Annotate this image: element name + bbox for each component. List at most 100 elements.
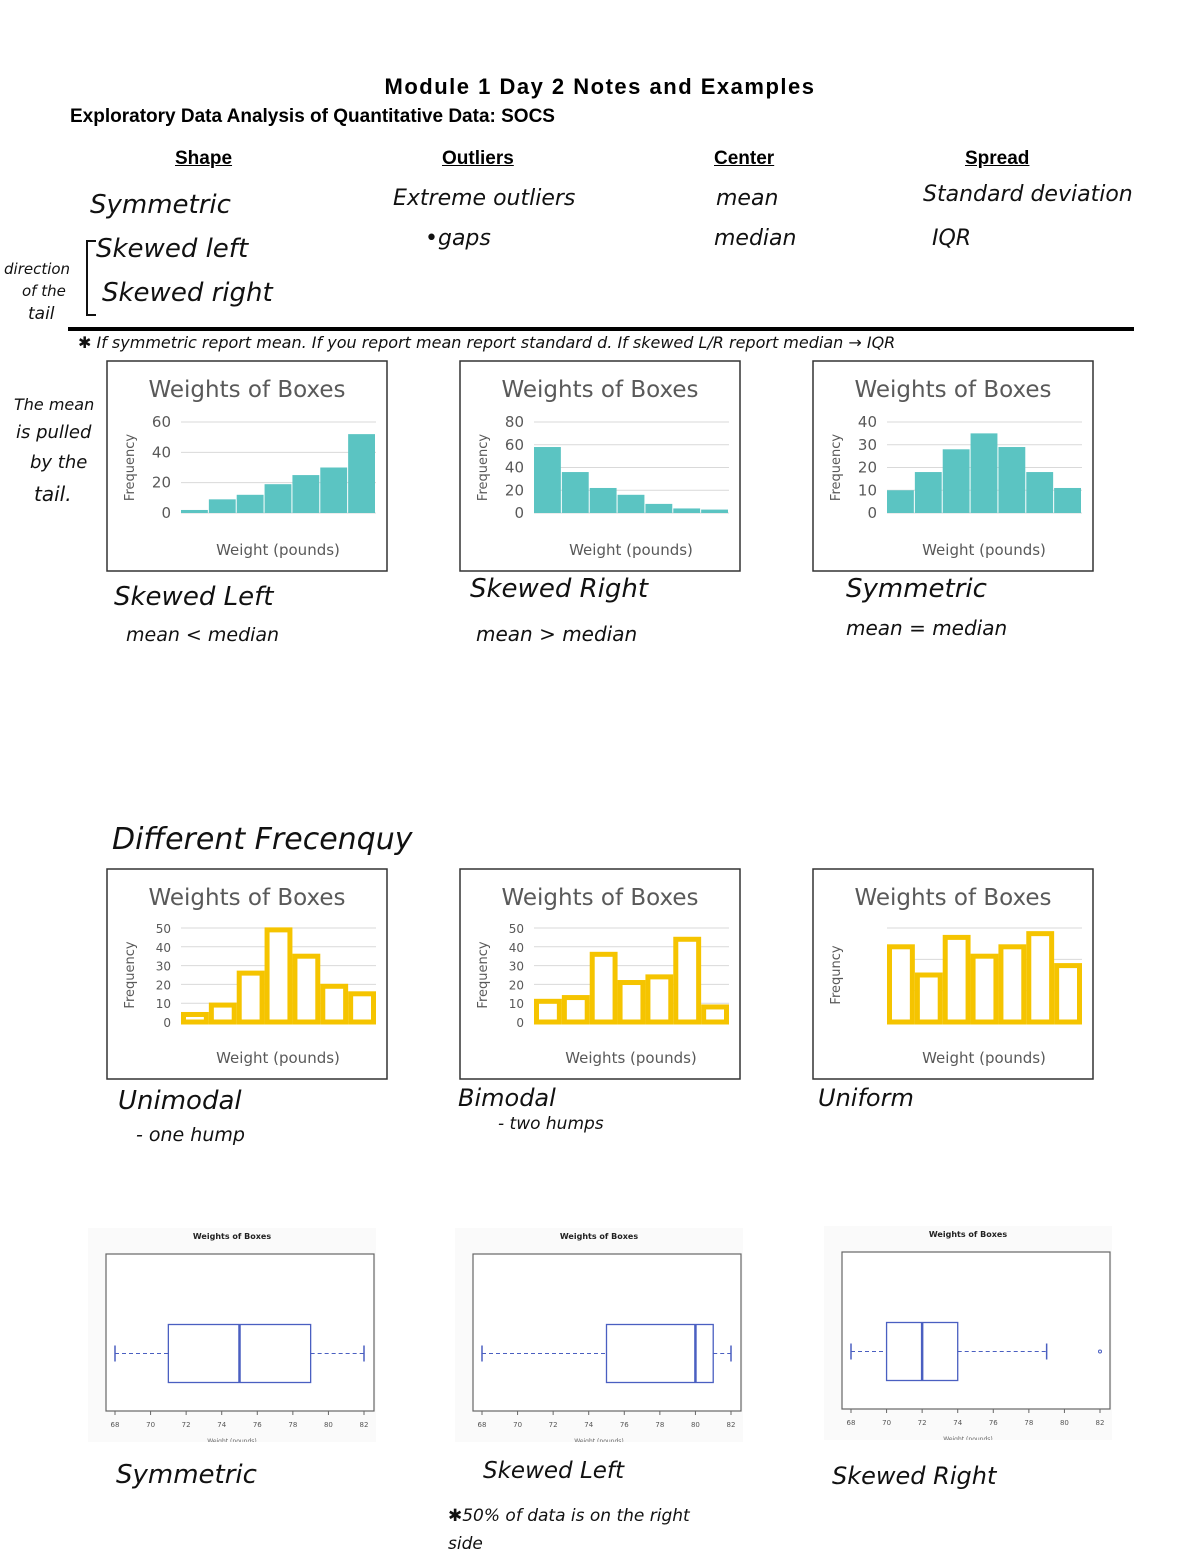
chart-title: Weights of Boxes (501, 377, 698, 403)
iqr-box (605, 1323, 714, 1384)
y-tick-label: 30 (156, 960, 171, 974)
heading-shape: Shape (175, 148, 233, 169)
x-axis-label: Weight (pounds) (216, 1049, 340, 1067)
caption-label: Unimodal (118, 1086, 242, 1116)
spread-note: Standard deviation (923, 182, 1133, 207)
x-tick-label: 80 (1060, 1419, 1069, 1427)
mean-note: by the (30, 452, 88, 473)
outlier-point (1098, 1349, 1102, 1354)
histogram-bar (887, 944, 915, 1025)
y-axis-label: Frequncy (829, 945, 844, 1004)
x-tick-label: 70 (146, 1421, 155, 1429)
histogram-bar (292, 953, 321, 1025)
histogram-chart: Weights of Boxes 0 10 20 30 40 50 Frequency Weig… (106, 868, 388, 1080)
histogram-bar (181, 1011, 209, 1025)
x-tick-label: 72 (549, 1421, 558, 1429)
x-tick-label: 70 (513, 1421, 522, 1429)
x-axis-label: Weight (pounds) (943, 1436, 993, 1440)
histogram-bar (208, 499, 236, 513)
histogram-bar (561, 472, 589, 513)
histogram-chart: Weights of Boxes 0 20 40 60 Frequency Weight (… (106, 360, 388, 572)
histogram-bar (1054, 487, 1081, 513)
y-tick-label: 0 (163, 1016, 171, 1030)
x-tick-label: 82 (727, 1421, 736, 1429)
y-tick-label: 80 (505, 413, 524, 431)
y-tick-label: 0 (867, 504, 877, 522)
y-tick-label: 30 (858, 436, 877, 454)
x-axis-label: Weight (pounds) (216, 541, 340, 559)
y-tick-label: 20 (858, 459, 877, 477)
x-axis-label: Weight (pounds) (922, 1049, 1046, 1067)
chart-title: Weights of Boxes (148, 885, 345, 911)
histogram-bar (534, 998, 562, 1025)
histogram-bar (320, 983, 349, 1025)
heading-outliers: Outliers (442, 148, 514, 169)
histogram-bar (701, 509, 728, 513)
outliers-note: Extreme outliers (393, 186, 576, 211)
x-tick-label: 80 (691, 1421, 700, 1429)
histogram-bar (914, 972, 943, 1025)
histogram-bar (617, 980, 646, 1025)
caption-note: mean > median (476, 622, 638, 646)
rule-note: ✱ If symmetric report mean. If you repor… (78, 333, 896, 352)
y-tick-label: 20 (156, 978, 171, 992)
boxplot-chart: Weights of Boxes 68 70 72 74 76 78 80 82 Weight (… (88, 1228, 376, 1442)
different-frequency-note: Different Frecenquy (112, 822, 413, 857)
x-tick-label: 72 (918, 1419, 927, 1427)
x-axis-label: Weight (pounds) (574, 1438, 624, 1442)
y-tick-label: 40 (156, 941, 171, 955)
histogram-bar (617, 494, 645, 513)
x-tick-label: 78 (1024, 1419, 1033, 1427)
mean-note: tail. (34, 482, 72, 506)
histogram-bar (970, 433, 998, 513)
histogram-bar (589, 951, 618, 1025)
histogram-bar (942, 934, 971, 1025)
histogram-bar (264, 484, 292, 513)
x-tick-label: 72 (182, 1421, 191, 1429)
y-tick-label: 50 (156, 922, 171, 936)
center-note: median (714, 226, 797, 251)
x-tick-label: 68 (111, 1421, 120, 1429)
y-tick-label: 20 (505, 481, 524, 499)
x-tick-label: 68 (847, 1419, 856, 1427)
histogram-bar (887, 490, 914, 513)
histogram-bar (970, 953, 999, 1025)
chart-frame (459, 360, 741, 572)
caption-label: Bimodal (458, 1084, 556, 1112)
chart-title: Weights of Boxes (501, 885, 698, 911)
y-tick-label: 10 (509, 997, 524, 1011)
divider (68, 327, 1134, 331)
histogram-bar (998, 447, 1026, 513)
y-tick-label: 40 (509, 941, 524, 955)
x-tick-label: 80 (324, 1421, 333, 1429)
histogram-bar (673, 508, 701, 513)
tail-note: tail (28, 304, 55, 324)
y-tick-label: 0 (161, 504, 171, 522)
histogram-bar (264, 927, 293, 1025)
mean-note: The mean (14, 395, 95, 414)
x-tick-label: 82 (1096, 1419, 1105, 1427)
y-tick-label: 60 (505, 436, 524, 454)
chart-title: Weights of Boxes (929, 1230, 1007, 1239)
histogram-chart: Weights of Boxes 0 20 40 60 80 Frequency Weight… (459, 360, 741, 572)
histogram-bar (320, 467, 348, 513)
histogram-bar (534, 447, 561, 513)
x-axis-label: Weight (pounds) (569, 541, 693, 559)
caption-label: Skewed Left (114, 582, 274, 612)
heading-center: Center (714, 148, 775, 169)
plot-frame (841, 1251, 1111, 1410)
caption-note: - one hump (136, 1124, 245, 1146)
x-tick-label: 74 (217, 1421, 226, 1429)
histogram-bar (645, 503, 673, 513)
x-tick-label: 76 (620, 1421, 629, 1429)
y-axis-label: Frequency (476, 434, 491, 501)
x-axis-label: Weight (pounds) (207, 1438, 257, 1442)
histogram-bar (673, 936, 702, 1025)
histogram-bar (236, 970, 265, 1025)
histogram-bar (1026, 931, 1055, 1025)
boxplot-chart: Weights of Boxes 68 70 72 74 76 78 80 82 Weight (… (455, 1228, 743, 1442)
shape-note: Skewed left (96, 234, 249, 264)
outliers-note: •gaps (425, 226, 491, 251)
x-tick-label: 68 (478, 1421, 487, 1429)
